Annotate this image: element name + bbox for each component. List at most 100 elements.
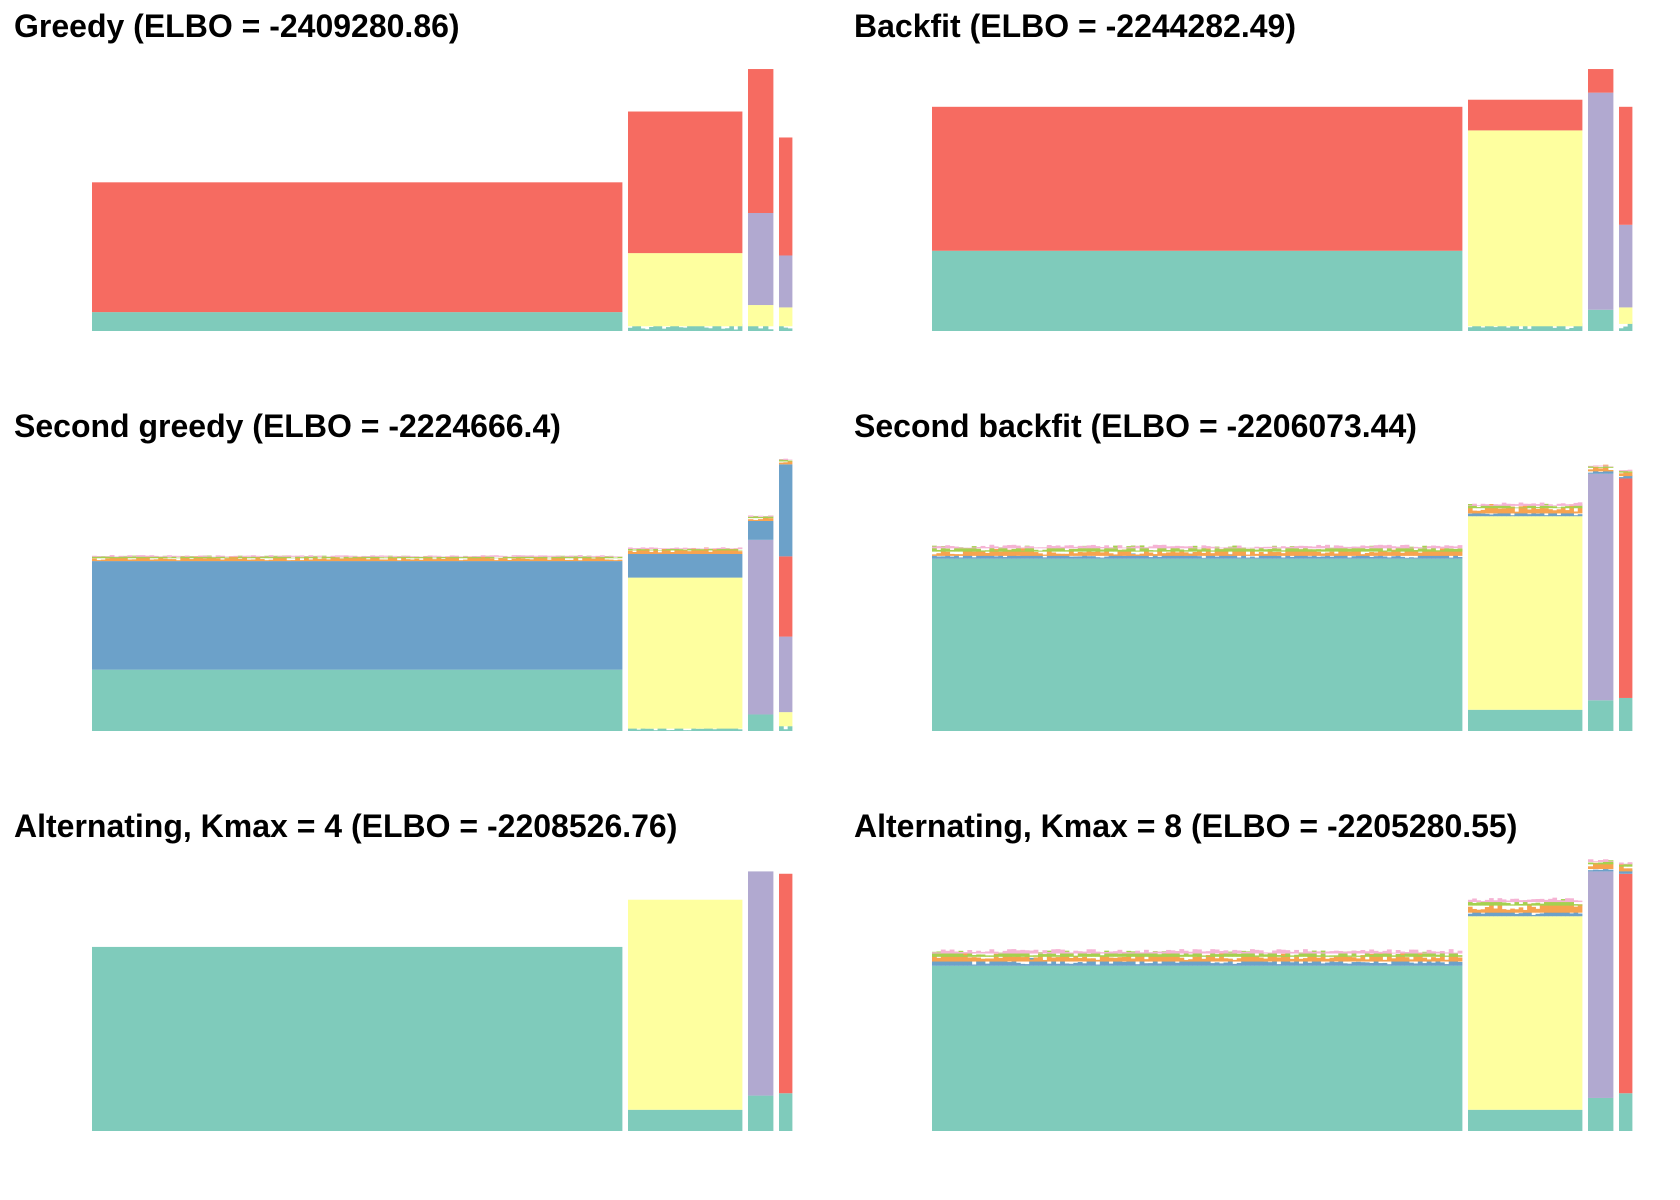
bar-segment-green (1272, 952, 1277, 957)
bar-segment-teal (691, 727, 696, 731)
bar-segment-orange (436, 557, 442, 562)
bar-segment-pink (202, 555, 208, 557)
bar-segment-yellow (1468, 916, 1583, 1110)
bar-segment-blue (1091, 556, 1096, 559)
bar-segment-green (1068, 548, 1074, 552)
bar-segment-green (427, 556, 433, 559)
bar-segment-orange (1183, 959, 1189, 962)
bar-segment-orange (1135, 954, 1140, 962)
bar-segment-blue (1468, 513, 1473, 517)
bar-segment-teal (708, 328, 713, 331)
bar-segment-blue (1174, 962, 1180, 966)
bar-segment-pink (1593, 861, 1599, 862)
bar-segment-blue (1179, 555, 1185, 559)
bar-segment-green (1285, 950, 1291, 957)
bar-segment-green (632, 549, 637, 551)
bar-segment-orange (1011, 956, 1017, 962)
bar-segment-green (1364, 548, 1370, 552)
bar-segment-pink (945, 950, 951, 954)
bar-segment-pink (712, 548, 718, 550)
bar-segment-orange (1413, 955, 1419, 962)
bar-segment-pink (1338, 951, 1344, 954)
bar-segment-blue (1267, 962, 1273, 966)
bar-segment-teal (1531, 325, 1536, 331)
bar-segment-orange (1404, 548, 1410, 556)
bar-segment-green (758, 517, 764, 519)
bar-segment-blue (1627, 870, 1633, 874)
bar-segment-pink (1333, 545, 1339, 549)
bar-segment-teal (1588, 700, 1614, 731)
bar-segment-green (1289, 955, 1295, 957)
bar-segment-orange (1400, 952, 1405, 962)
bar-segment-pink (1623, 863, 1629, 865)
bar-segment-orange (1254, 956, 1260, 962)
bar-segment-orange (1192, 956, 1198, 962)
bar-segment-orange (321, 558, 327, 562)
bar-segment-green (246, 557, 252, 559)
bar-segment-pink (1205, 546, 1211, 549)
bar-segment-blue (1258, 554, 1264, 559)
bar-segment-blue (1325, 554, 1330, 559)
bar-segment-teal (716, 728, 722, 731)
bar-segment-orange (1250, 551, 1255, 556)
bar-segment-pink (1258, 547, 1264, 549)
bar-segment-green (1444, 955, 1450, 957)
bar-segment-pink (1303, 949, 1308, 954)
bar-segment-blue (1522, 912, 1528, 917)
bar-segment-orange (507, 559, 512, 562)
bar-segment-yellow (628, 899, 743, 1110)
bar-segment-green (1395, 954, 1401, 957)
bar-segment-pink (1245, 547, 1251, 549)
bar-segment-blue (1148, 557, 1154, 559)
bar-segment-orange (167, 559, 172, 562)
bar-segment-pink (1254, 546, 1260, 549)
bar-segment-orange (560, 556, 565, 562)
bar-segment-orange (1007, 954, 1012, 962)
bar-segment-pink (1139, 952, 1145, 954)
bar-segment-orange (708, 551, 713, 554)
bar-segment-green (1201, 955, 1207, 957)
bar-segment-pink (1197, 547, 1202, 549)
population-group-2 (628, 547, 743, 731)
bar-segment-teal (1480, 327, 1486, 331)
bar-segment-pink (1183, 546, 1189, 549)
bar-segment-orange (1476, 909, 1482, 913)
bar-segment-blue (1166, 553, 1171, 559)
bar-segment-teal (748, 1095, 774, 1131)
bar-segment-green (954, 951, 959, 957)
bar-segment-green (1197, 549, 1202, 552)
bar-segment-green (1117, 549, 1123, 552)
bar-segment-pink (980, 951, 986, 954)
bar-segment-green (1011, 950, 1017, 957)
bar-segment-orange (1166, 552, 1171, 556)
bar-segment-orange (945, 551, 951, 556)
bar-segment-orange (1091, 551, 1096, 556)
bar-segment-green (1130, 951, 1136, 957)
bar-segment-pink (1179, 546, 1185, 549)
bar-segment-green (308, 556, 314, 559)
bar-segment-pink (1518, 900, 1524, 903)
bar-segment-pink (436, 555, 442, 557)
bar-segment-orange (1364, 959, 1370, 962)
bar-segment-orange (175, 560, 181, 562)
bar-segment-green (1514, 901, 1520, 906)
bar-segment-orange (954, 956, 959, 962)
bar-segment-blue (1378, 963, 1383, 966)
bar-segment-teal (636, 324, 642, 331)
bar-segment-orange (317, 559, 323, 562)
bar-segment-green (533, 557, 539, 559)
bar-segment-orange (1179, 551, 1185, 556)
bar-segment-orange (1588, 469, 1594, 472)
bar-segment-teal (733, 329, 739, 331)
bar-segment-pink (1489, 505, 1494, 506)
bar-segment-teal (1619, 1093, 1633, 1131)
structure-plot (932, 69, 1633, 331)
bar-segment-green (1453, 952, 1458, 957)
bar-segment-orange (1325, 958, 1330, 962)
bar-segment-pink (971, 547, 977, 549)
bar-segment-green (1007, 952, 1012, 957)
bar-segment-orange (1232, 550, 1238, 556)
bar-segment-orange (1086, 548, 1092, 556)
bar-segment-orange (1303, 550, 1308, 556)
bar-segment-red (779, 137, 793, 256)
